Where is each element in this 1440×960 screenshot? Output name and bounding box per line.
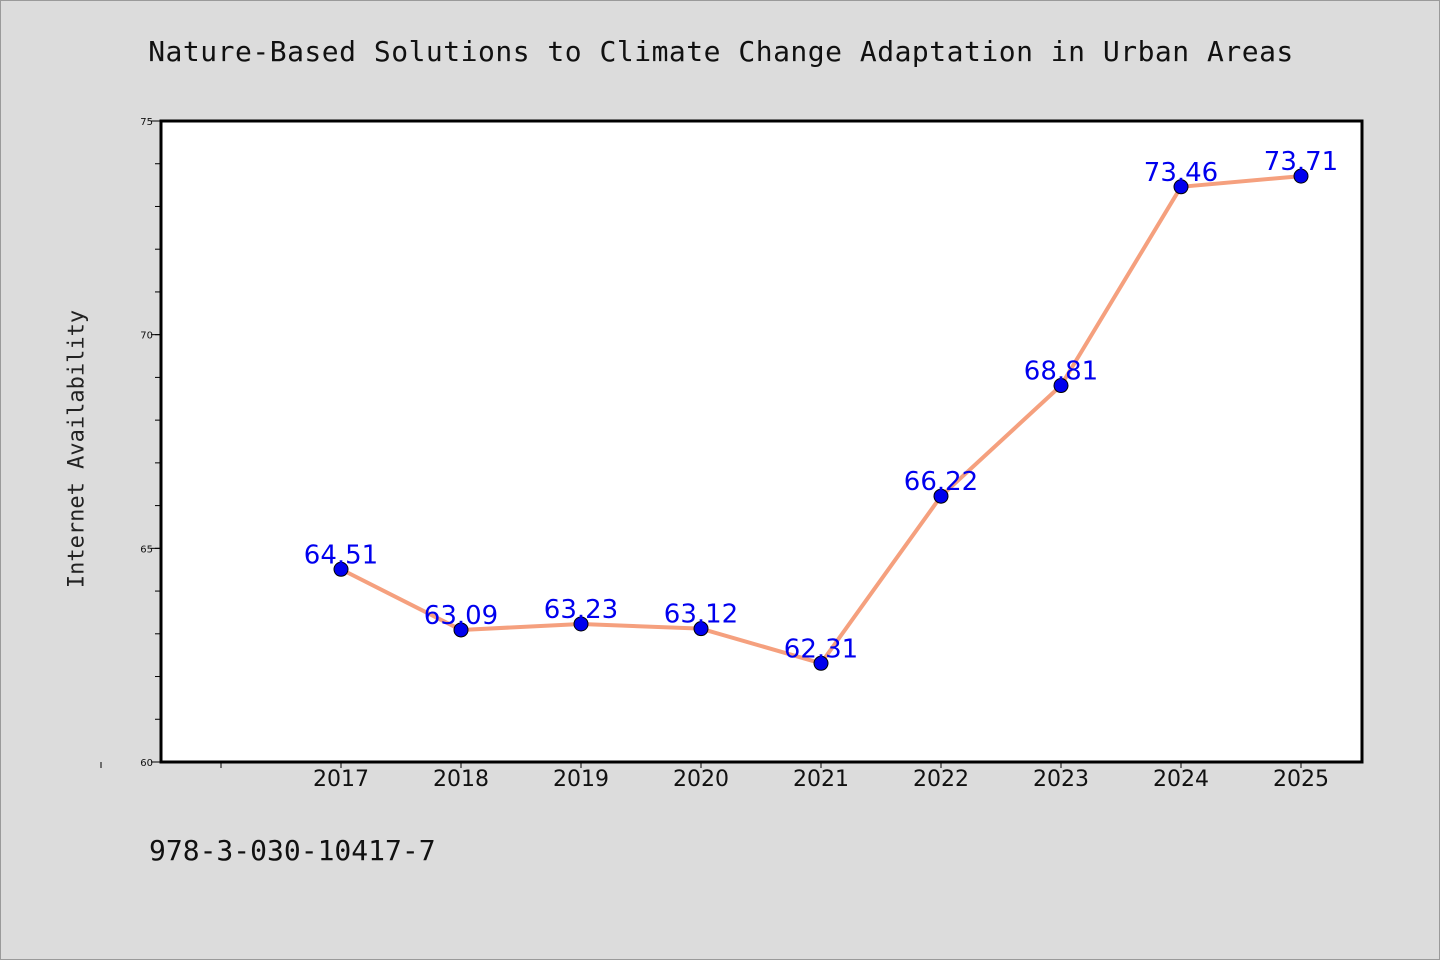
x-tick-label: 2017	[313, 767, 369, 792]
x-tick-label: 2024	[1153, 767, 1209, 792]
data-point	[1053, 378, 1069, 394]
data-label: 63.09	[424, 601, 498, 631]
data-label: 64.51	[304, 540, 378, 570]
x-tick-label: 2018	[433, 767, 489, 792]
x-tick-label: 2022	[913, 767, 969, 792]
data-point	[693, 621, 709, 637]
data-label: 73.71	[1264, 147, 1338, 177]
data-label: 66.22	[904, 467, 978, 497]
data-point	[813, 655, 829, 671]
y-tick-label: 70	[140, 331, 153, 342]
x-tick-label: 2019	[553, 767, 609, 792]
data-label: 73.46	[1144, 158, 1218, 188]
data-label: 63.23	[544, 595, 618, 625]
data-point	[933, 488, 949, 504]
x-tick-label: 2021	[793, 767, 849, 792]
data-point	[1293, 168, 1309, 184]
data-label: 63.12	[664, 600, 738, 630]
data-label: 68.81	[1024, 357, 1098, 387]
x-tick-label: 2025	[1273, 767, 1329, 792]
isbn-text: 978-3-030-10417-7	[149, 834, 436, 867]
plot-area	[159, 119, 1364, 764]
data-point	[573, 616, 589, 632]
x-tick-label: 2020	[673, 767, 729, 792]
data-point	[333, 561, 349, 577]
x-tick-label: 2023	[1033, 767, 1089, 792]
data-point	[453, 622, 469, 638]
chart-title: Nature-Based Solutions to Climate Change…	[148, 35, 1294, 68]
data-label: 62.31	[784, 634, 858, 664]
y-tick-label: 75	[140, 117, 153, 128]
y-tick-label: 60	[140, 758, 153, 769]
data-point	[1173, 179, 1189, 195]
y-tick-label: 65	[140, 544, 153, 555]
